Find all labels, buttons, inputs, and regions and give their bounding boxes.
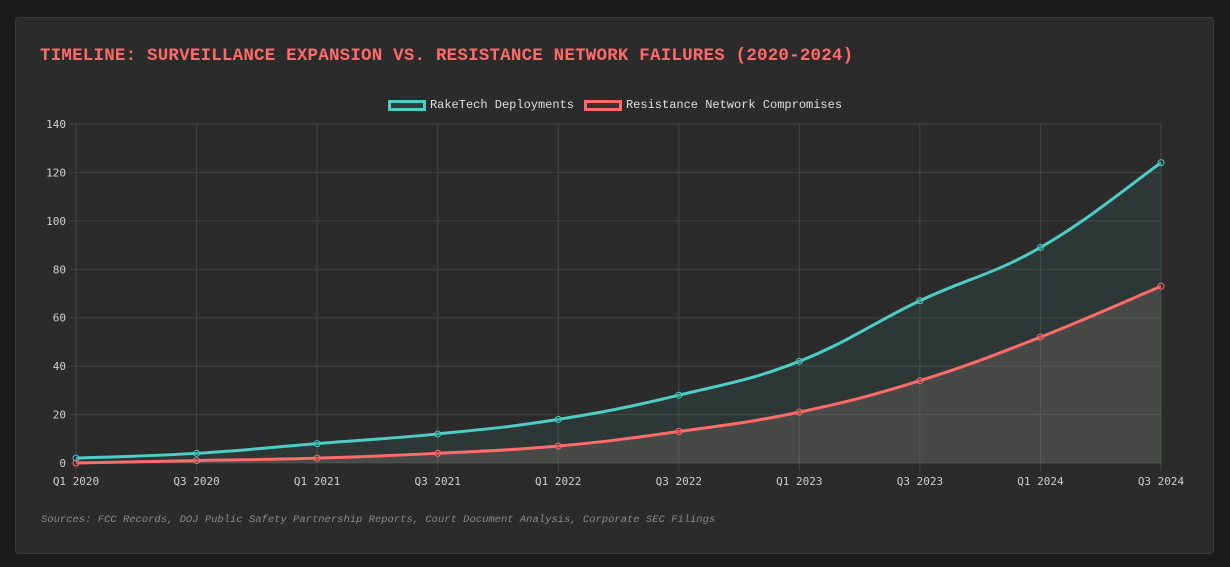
y-tick-label: 40 xyxy=(53,360,66,373)
data-point xyxy=(434,449,442,457)
y-tick-label: 120 xyxy=(46,166,66,179)
data-point xyxy=(72,459,80,467)
data-point xyxy=(313,440,321,448)
area-resistance xyxy=(76,286,1161,463)
data-point xyxy=(193,457,201,465)
legend-label: RakeTech Deployments xyxy=(429,98,574,112)
data-point xyxy=(434,430,442,438)
legend-swatch-resistance xyxy=(583,99,622,111)
data-point xyxy=(916,377,924,385)
data-point xyxy=(193,449,201,457)
data-point xyxy=(1036,243,1044,251)
data-point xyxy=(1157,282,1165,290)
legend-swatch-raketech xyxy=(387,99,426,111)
x-tick-label: Q3 2021 xyxy=(414,475,460,488)
data-point xyxy=(72,454,80,462)
sources-note: Sources: FCC Records, DOJ Public Safety … xyxy=(41,514,716,526)
data-point xyxy=(795,408,803,416)
data-point xyxy=(675,391,683,399)
line-resistance xyxy=(75,284,1162,465)
data-point xyxy=(554,442,562,450)
y-tick-label: 0 xyxy=(59,457,66,470)
data-point xyxy=(313,454,321,462)
x-tick-label: Q3 2022 xyxy=(656,475,702,488)
chart-title: TIMELINE: SURVEILLANCE EXPANSION VS. RES… xyxy=(40,46,854,66)
data-point xyxy=(795,357,803,365)
chart-legend: RakeTech Deployments Resistance Network … xyxy=(0,98,1230,112)
y-tick-label: 20 xyxy=(53,409,66,422)
x-tick-label: Q1 2023 xyxy=(776,475,822,488)
data-point xyxy=(916,297,924,305)
x-tick-label: Q1 2020 xyxy=(53,475,99,488)
x-tick-label: Q3 2023 xyxy=(897,475,943,488)
line-raketech xyxy=(75,161,1162,460)
data-point xyxy=(554,415,562,423)
x-tick-label: Q1 2024 xyxy=(1017,475,1064,488)
data-point xyxy=(1036,333,1044,341)
y-tick-label: 140 xyxy=(46,118,66,131)
y-tick-label: 80 xyxy=(53,263,66,276)
x-tick-label: Q3 2020 xyxy=(173,475,219,488)
data-point xyxy=(1157,159,1165,167)
legend-item-resistance[interactable]: Resistance Network Compromises xyxy=(583,98,843,112)
y-tick-label: 60 xyxy=(53,312,66,325)
area-raketech xyxy=(76,162,1161,463)
legend-item-raketech[interactable]: RakeTech Deployments xyxy=(387,98,574,112)
data-point xyxy=(675,428,683,436)
legend-label: Resistance Network Compromises xyxy=(625,98,843,112)
x-tick-label: Q3 2024 xyxy=(1138,475,1185,488)
x-tick-label: Q1 2021 xyxy=(294,475,340,488)
x-tick-label: Q1 2022 xyxy=(535,475,581,488)
y-tick-label: 100 xyxy=(46,215,66,228)
